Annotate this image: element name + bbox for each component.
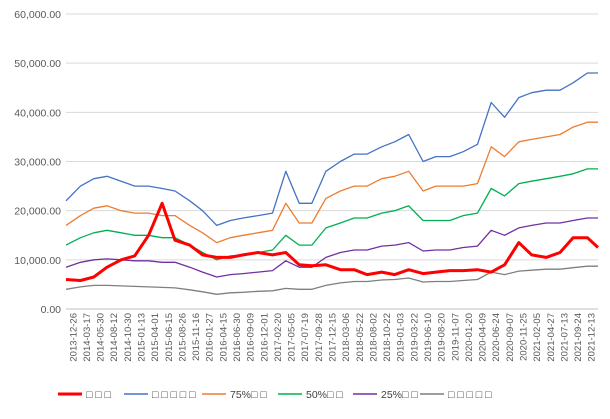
x-tick-label: 2018-03-06 — [341, 313, 352, 362]
x-tick-label: 2014-10-30 — [123, 313, 134, 362]
y-tick-label: 50,000.00 — [14, 58, 61, 70]
series-line — [65, 72, 598, 227]
legend-label: 25%□ □ — [381, 389, 418, 401]
x-tick-label: 2017-05-05 — [287, 313, 298, 362]
x-tick-label: 2019-06-10 — [423, 313, 434, 362]
x-tick-label: 2020-11-25 — [518, 313, 529, 361]
x-tick-label: 2021-02-05 — [532, 313, 543, 362]
legend-label: □ □ □ □ □ — [448, 389, 492, 401]
series-lines — [65, 72, 600, 295]
x-tick-label: 2019-03-22 — [409, 313, 420, 362]
y-tick-label: 30,000.00 — [14, 157, 61, 169]
series-line — [65, 201, 600, 282]
x-tick-label: 2015-06-15 — [164, 313, 175, 362]
series-line — [65, 217, 598, 278]
x-tick-label: 2019-08-20 — [437, 313, 448, 362]
legend-label: 50%□ □ — [306, 389, 343, 401]
x-tick-label: 2020-01-20 — [464, 313, 475, 362]
series-line — [65, 265, 598, 295]
x-tick-label: 2015-08-26 — [177, 313, 188, 362]
x-tick-label: 2015-11-16 — [191, 313, 202, 361]
series-line — [65, 121, 598, 244]
y-tick-label: 40,000.00 — [14, 107, 61, 119]
gridlines — [66, 13, 598, 310]
series-line — [65, 168, 598, 261]
x-tick-label: 2018-05-22 — [355, 313, 366, 362]
x-tick-label: 2016-01-27 — [205, 313, 216, 362]
x-tick-label: 2021-12-13 — [587, 313, 598, 362]
x-tick-label: 2021-09-24 — [573, 313, 584, 362]
legend-label: □ □ □ — [86, 389, 112, 401]
x-tick-label: 2016-12-01 — [259, 313, 270, 362]
y-tick-label: 20,000.00 — [14, 206, 61, 218]
x-axis-tick-labels: 2013-12-26 2014-03-17 2014-05-30 2014-08-12… — [68, 313, 597, 362]
x-tick-label: 2016-09-09 — [246, 313, 257, 362]
legend-label: □ □ □ □ □ — [152, 389, 196, 401]
x-tick-label: 2019-11-07 — [450, 313, 461, 361]
x-tick-label: 2021-04-27 — [546, 313, 557, 362]
x-tick-label: 2021-07-13 — [559, 313, 570, 362]
x-tick-label: 2015-01-13 — [137, 313, 148, 362]
x-tick-label: 2020-06-24 — [491, 313, 502, 362]
x-tick-label: 2016-06-30 — [232, 313, 243, 362]
x-tick-label: 2014-08-12 — [109, 313, 120, 362]
x-tick-label: 2020-09-07 — [505, 313, 516, 362]
x-tick-label: 2013-12-26 — [68, 313, 79, 362]
y-tick-label: 10,000.00 — [14, 255, 61, 267]
x-tick-label: 2017-12-15 — [328, 313, 339, 362]
x-tick-label: 2017-09-28 — [314, 313, 325, 362]
x-tick-label: 2018-08-02 — [368, 313, 379, 362]
x-tick-label: 2014-05-30 — [96, 313, 107, 362]
x-tick-label: 2017-07-19 — [300, 313, 311, 362]
x-tick-label: 2014-03-17 — [82, 313, 93, 362]
x-tick-label: 2017-02-20 — [273, 313, 284, 362]
x-tick-label: 2015-04-01 — [150, 313, 161, 362]
x-tick-label: 2018-10-22 — [382, 313, 393, 362]
y-tick-label: 0.00 — [41, 304, 62, 316]
legend: □ □ □ □ □ □ □ □ 75%□ □ 50%□ □ 25%□ □ □ □ □ □ … — [58, 389, 492, 401]
y-tick-label: 60,000.00 — [14, 9, 61, 21]
x-tick-label: 2020-04-09 — [478, 313, 489, 362]
x-tick-label: 2016-04-15 — [218, 313, 229, 362]
x-tick-label: 2019-01-03 — [396, 313, 407, 362]
y-axis-tick-labels: 0.00 10,000.00 20,000.00 30,000.00 40,000.00… — [14, 9, 61, 316]
legend-label: 75%□ □ — [230, 389, 267, 401]
